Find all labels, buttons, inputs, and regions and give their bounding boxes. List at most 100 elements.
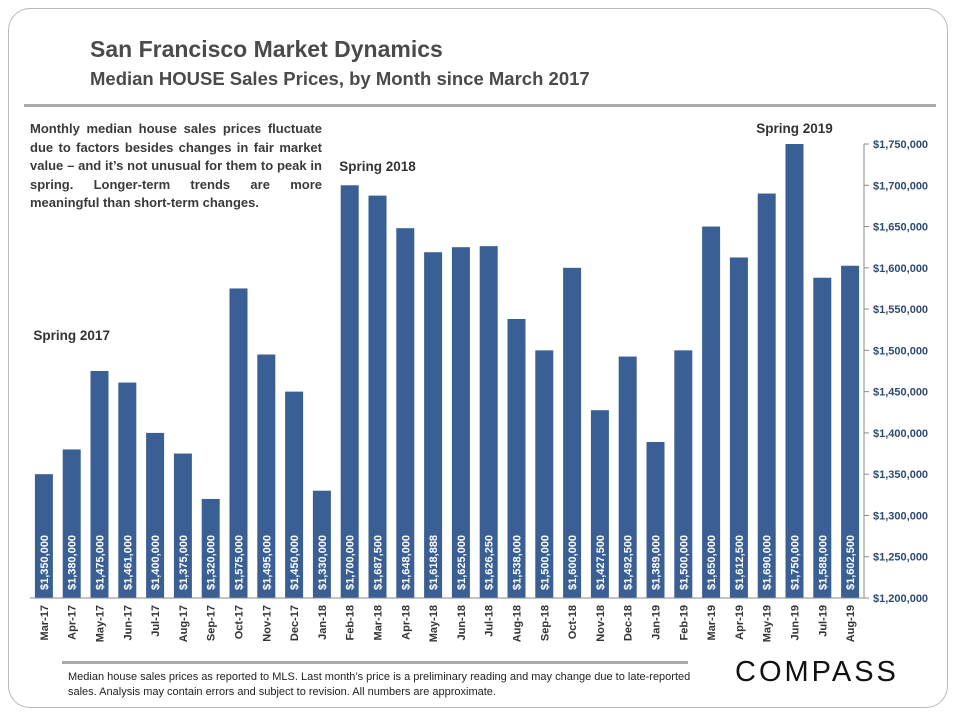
y-tick-label: $1,300,000 <box>873 510 928 522</box>
bar-data-label: $1,389,000 <box>651 535 663 590</box>
x-tick-label: Nov-18 <box>595 605 607 642</box>
bar-data-label: $1,492,500 <box>623 535 635 590</box>
bar <box>285 391 304 598</box>
bar-data-label: $1,350,000 <box>39 535 51 590</box>
x-tick-label: Feb-19 <box>678 605 690 640</box>
page-title: San Francisco Market Dynamics <box>90 36 443 62</box>
bar-data-label: $1,612,500 <box>734 535 746 590</box>
bar <box>368 195 387 598</box>
bar-data-label: $1,538,000 <box>512 535 524 590</box>
y-tick-label: $1,750,000 <box>873 139 928 151</box>
y-tick-label: $1,500,000 <box>873 345 928 357</box>
bar <box>90 371 109 598</box>
bar-data-label: $1,650,000 <box>706 535 718 590</box>
bar <box>229 288 248 598</box>
bar-data-label: $1,500,000 <box>678 535 690 590</box>
y-tick-label: $1,400,000 <box>873 428 928 440</box>
x-tick-label: Mar-19 <box>706 605 718 640</box>
bar <box>507 318 526 598</box>
bar-data-label: $1,495,000 <box>261 535 273 590</box>
x-tick-label: Jun-19 <box>790 605 802 640</box>
bar <box>618 356 637 598</box>
x-tick-label: Aug-18 <box>512 605 524 642</box>
bar-data-label: $1,618,888 <box>428 535 440 590</box>
y-tick-label: $1,550,000 <box>873 304 928 316</box>
annotation-label: Spring 2017 <box>33 328 110 343</box>
bar <box>451 247 470 598</box>
bar-data-label: $1,330,000 <box>317 535 329 590</box>
x-tick-label: May-19 <box>762 605 774 642</box>
bar-data-label: $1,400,000 <box>150 535 162 590</box>
y-tick-label: $1,700,000 <box>873 180 928 192</box>
bar-data-label: $1,450,000 <box>289 535 301 590</box>
bar <box>62 449 81 598</box>
bar <box>813 277 832 598</box>
bar-data-label: $1,320,000 <box>206 535 218 590</box>
x-tick-label: Apr-18 <box>400 605 412 640</box>
annotation-label: Spring 2018 <box>339 159 416 174</box>
y-tick-label: $1,450,000 <box>873 387 928 399</box>
bar <box>674 350 693 598</box>
bar <box>201 498 220 598</box>
bar-data-label: $1,500,000 <box>539 535 551 590</box>
x-tick-label: Jun-17 <box>122 605 134 640</box>
x-tick-label: Mar-17 <box>39 605 51 640</box>
y-tick-label: $1,250,000 <box>873 552 928 564</box>
bar <box>563 267 582 598</box>
bar-data-label: $1,750,000 <box>790 535 802 590</box>
bar <box>424 252 443 598</box>
bar <box>729 257 748 598</box>
bar-data-label: $1,648,000 <box>400 535 412 590</box>
bar <box>118 382 137 598</box>
x-tick-label: Aug-19 <box>845 605 857 642</box>
bar <box>340 185 359 599</box>
bar-data-label: $1,687,500 <box>373 535 385 590</box>
x-tick-label: Jul-17 <box>150 605 162 637</box>
bar-data-label: $1,427,500 <box>595 535 607 590</box>
bar-data-label: $1,380,000 <box>67 535 79 590</box>
x-tick-label: Jan-18 <box>317 605 329 640</box>
y-tick-label: $1,350,000 <box>873 469 928 481</box>
bar-data-label: $1,602,500 <box>845 535 857 590</box>
y-tick-label: $1,650,000 <box>873 222 928 234</box>
x-tick-label: Jan-19 <box>651 605 663 640</box>
bar <box>785 144 804 598</box>
title-divider <box>24 104 936 107</box>
y-tick-label: $1,600,000 <box>873 263 928 275</box>
bar-data-label: $1,626,250 <box>484 535 496 590</box>
bar <box>535 350 554 598</box>
x-tick-label: May-18 <box>428 605 440 642</box>
x-tick-label: Feb-18 <box>345 605 357 640</box>
bar-data-label: $1,700,000 <box>345 535 357 590</box>
x-tick-label: Nov-17 <box>261 605 273 642</box>
x-tick-label: Oct-18 <box>567 605 579 639</box>
x-tick-label: Oct-17 <box>234 605 246 639</box>
compass-logo: COMPASS <box>735 656 899 688</box>
bar-data-label: $1,588,000 <box>817 535 829 590</box>
bar-data-label: $1,575,000 <box>234 535 246 590</box>
bar <box>702 226 721 598</box>
y-tick-label: $1,200,000 <box>873 593 928 605</box>
bar <box>257 354 276 598</box>
x-tick-label: Mar-18 <box>373 605 385 640</box>
bar-data-label: $1,375,000 <box>178 535 190 590</box>
x-tick-label: Jul-19 <box>817 605 829 637</box>
page-subtitle: Median HOUSE Sales Prices, by Month sinc… <box>90 68 590 89</box>
bar <box>173 453 192 598</box>
x-tick-label: Jun-18 <box>456 605 468 640</box>
bar <box>34 474 53 598</box>
bar <box>841 265 860 598</box>
x-tick-label: Dec-18 <box>623 605 635 641</box>
bar <box>312 490 331 598</box>
chart-note: Monthly median house sales prices fluctu… <box>30 121 322 210</box>
bar <box>757 193 776 598</box>
bar-data-label: $1,625,000 <box>456 535 468 590</box>
bar <box>396 228 415 599</box>
footnote-divider <box>62 661 688 664</box>
x-tick-label: Sep-17 <box>206 605 218 641</box>
bar-data-label: $1,461,000 <box>122 535 134 590</box>
bar <box>590 410 609 598</box>
x-tick-label: Apr-17 <box>67 605 79 640</box>
bar <box>146 432 165 598</box>
